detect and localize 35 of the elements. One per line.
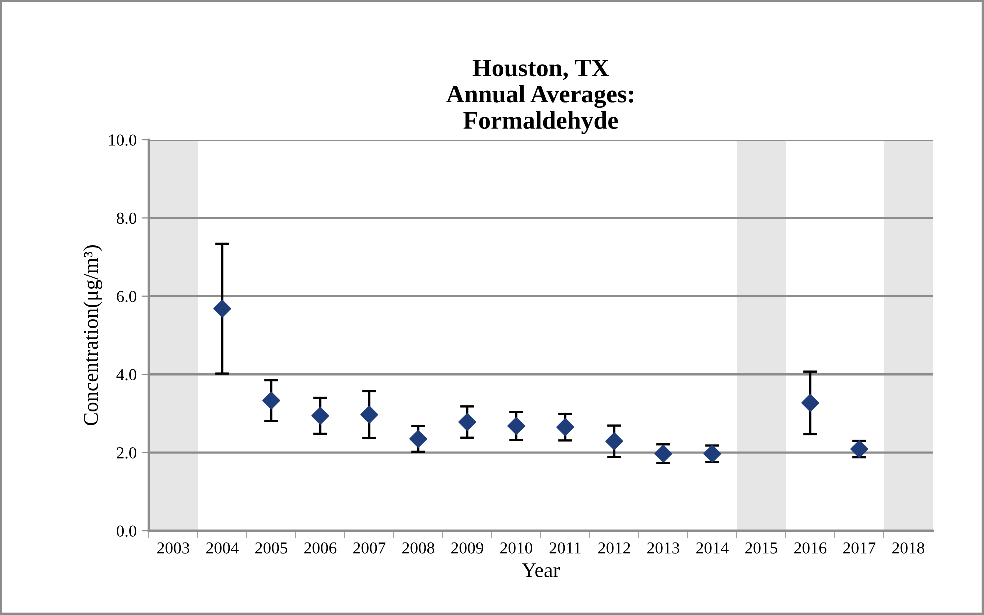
point — [410, 430, 428, 448]
y-tick-label: 8.0 — [116, 212, 137, 224]
y-tick-label: 0.0 — [116, 526, 137, 538]
x-tick-label: 2016 — [794, 542, 827, 554]
x-tick-label: 2011 — [550, 542, 581, 554]
x-tick-label: 2009 — [452, 542, 484, 554]
point — [360, 406, 378, 424]
x-tick-label: 2014 — [696, 542, 729, 554]
x-tick-label: 2015 — [746, 542, 778, 554]
y-tick-label: 10.0 — [109, 134, 137, 146]
x-tick-label: 2004 — [206, 542, 239, 554]
y-axis-title: Concentration(μg/m³) — [84, 246, 102, 426]
x-tick-label: 2012 — [598, 542, 630, 554]
x-tick-label: 2018 — [892, 542, 925, 554]
point — [802, 394, 820, 412]
y-tick-label: 2.0 — [117, 448, 137, 459]
point — [508, 417, 526, 436]
x-tick-label: 2006 — [304, 542, 337, 554]
x-tick-label: 2013 — [648, 542, 680, 554]
point — [312, 407, 330, 425]
x-tick-label: 2007 — [354, 542, 386, 554]
y-tick-label: 4.0 — [116, 369, 137, 381]
chart-title: Houston, TX Annual Averages: Formaldehyde — [446, 60, 634, 134]
point — [606, 432, 624, 450]
point — [214, 300, 232, 318]
point — [262, 392, 280, 410]
y-tick-label: 6.0 — [117, 291, 137, 302]
x-tick-label: 2005 — [256, 542, 288, 554]
x-tick-label: 2017 — [844, 542, 876, 554]
x-tick-label: 2010 — [500, 542, 533, 554]
x-tick-label: 2008 — [402, 542, 435, 554]
x-axis-title: Year — [522, 564, 560, 578]
x-tick-label: 2003 — [158, 542, 190, 554]
point — [556, 418, 574, 436]
point — [458, 413, 476, 432]
